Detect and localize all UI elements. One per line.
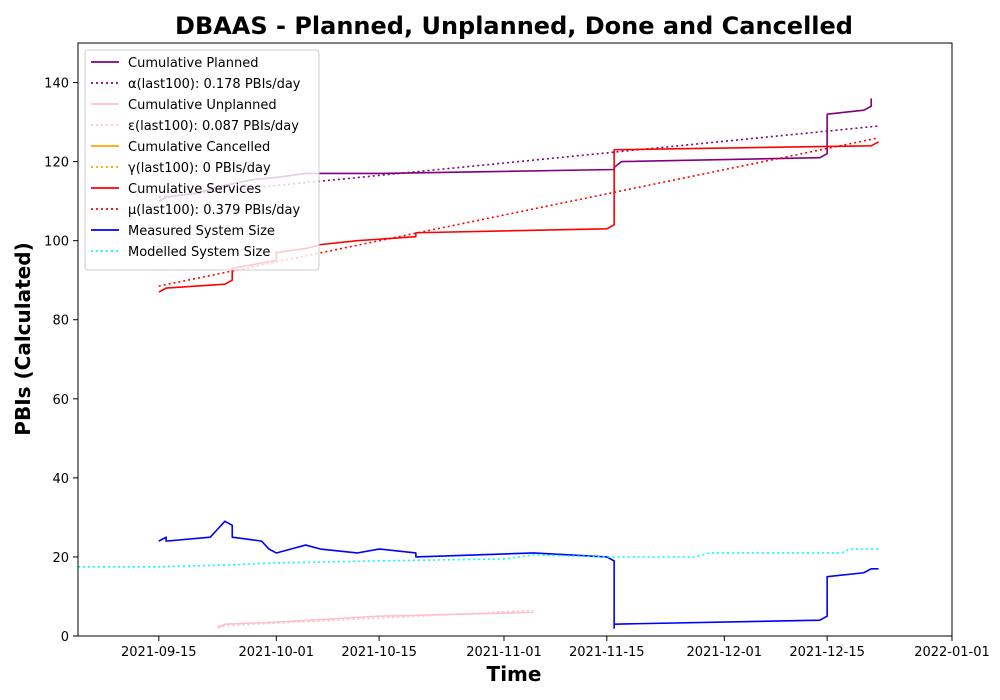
series-3-last100-0-087-pbis-day-line [217, 609, 534, 627]
y-tick-label-5: 100 [44, 235, 69, 250]
series-6-cumulative-services-legend-label: Cumulative Services [128, 182, 261, 197]
x-tick-label-2: 2021-10-15 [341, 645, 417, 660]
y-tick-label-4: 80 [52, 314, 69, 329]
x-tick-label-0: 2021-09-15 [121, 645, 197, 660]
y-tick-label-7: 140 [44, 77, 69, 92]
legend: Cumulative Planned α(last100): 0.178 PBIs… [84, 49, 320, 271]
series-3-last100-0-087-pbis-day-legend-label: ε(last100): 0.087 PBIs/day [128, 119, 299, 134]
y-tick-label-2: 40 [52, 472, 69, 487]
x-tick-label-5: 2021-12-01 [687, 645, 763, 660]
y-tick-label-6: 120 [44, 156, 69, 171]
series-5-last100-0-pbis-day-legend-label: γ(last100): 0 PBIs/day [128, 161, 271, 176]
legend-box [84, 49, 320, 271]
x-tick-label-6: 2021-12-15 [789, 645, 865, 660]
series-2-cumulative-unplanned-line [217, 611, 534, 629]
y-axis-label: PBIs (Calculated) [11, 242, 35, 435]
x-tick-label-4: 2021-11-15 [569, 645, 645, 660]
series-9-modelled-system-size-line [78, 548, 879, 568]
y-tick-label-3: 60 [52, 393, 69, 408]
y-tick-label-1: 20 [52, 551, 69, 566]
series-8-measured-system-size-line [158, 520, 879, 629]
y-tick-label-0: 0 [61, 630, 69, 645]
x-tick-label-1: 2021-10-01 [239, 645, 315, 660]
series-0-cumulative-planned-legend-label: Cumulative Planned [128, 56, 258, 71]
x-tick-label-3: 2021-11-01 [466, 645, 542, 660]
chart-title: DBAAS - Planned, Unplanned, Done and Can… [175, 12, 853, 40]
series-9-modelled-system-size-legend-label: Modelled System Size [128, 245, 270, 260]
series-8-measured-system-size-legend-label: Measured System Size [128, 224, 275, 239]
series-7-last100-0-379-pbis-day-legend-label: μ(last100): 0.379 PBIs/day [128, 203, 300, 218]
series-4-cumulative-cancelled-legend-label: Cumulative Cancelled [128, 140, 270, 155]
series-2-cumulative-unplanned-legend-label: Cumulative Unplanned [128, 98, 277, 113]
series-6-cumulative-services-line [158, 141, 879, 293]
x-axis-label: Time [487, 662, 542, 686]
series-1-last100-0-178-pbis-day-legend-label: α(last100): 0.178 PBIs/day [128, 77, 301, 92]
plot-frame [77, 42, 953, 637]
axes-layer: 2021-09-15 2021-10-01 2021-10-15 2021-11-01… [44, 42, 990, 660]
x-tick-label-7: 2022-01-01 [914, 645, 990, 660]
